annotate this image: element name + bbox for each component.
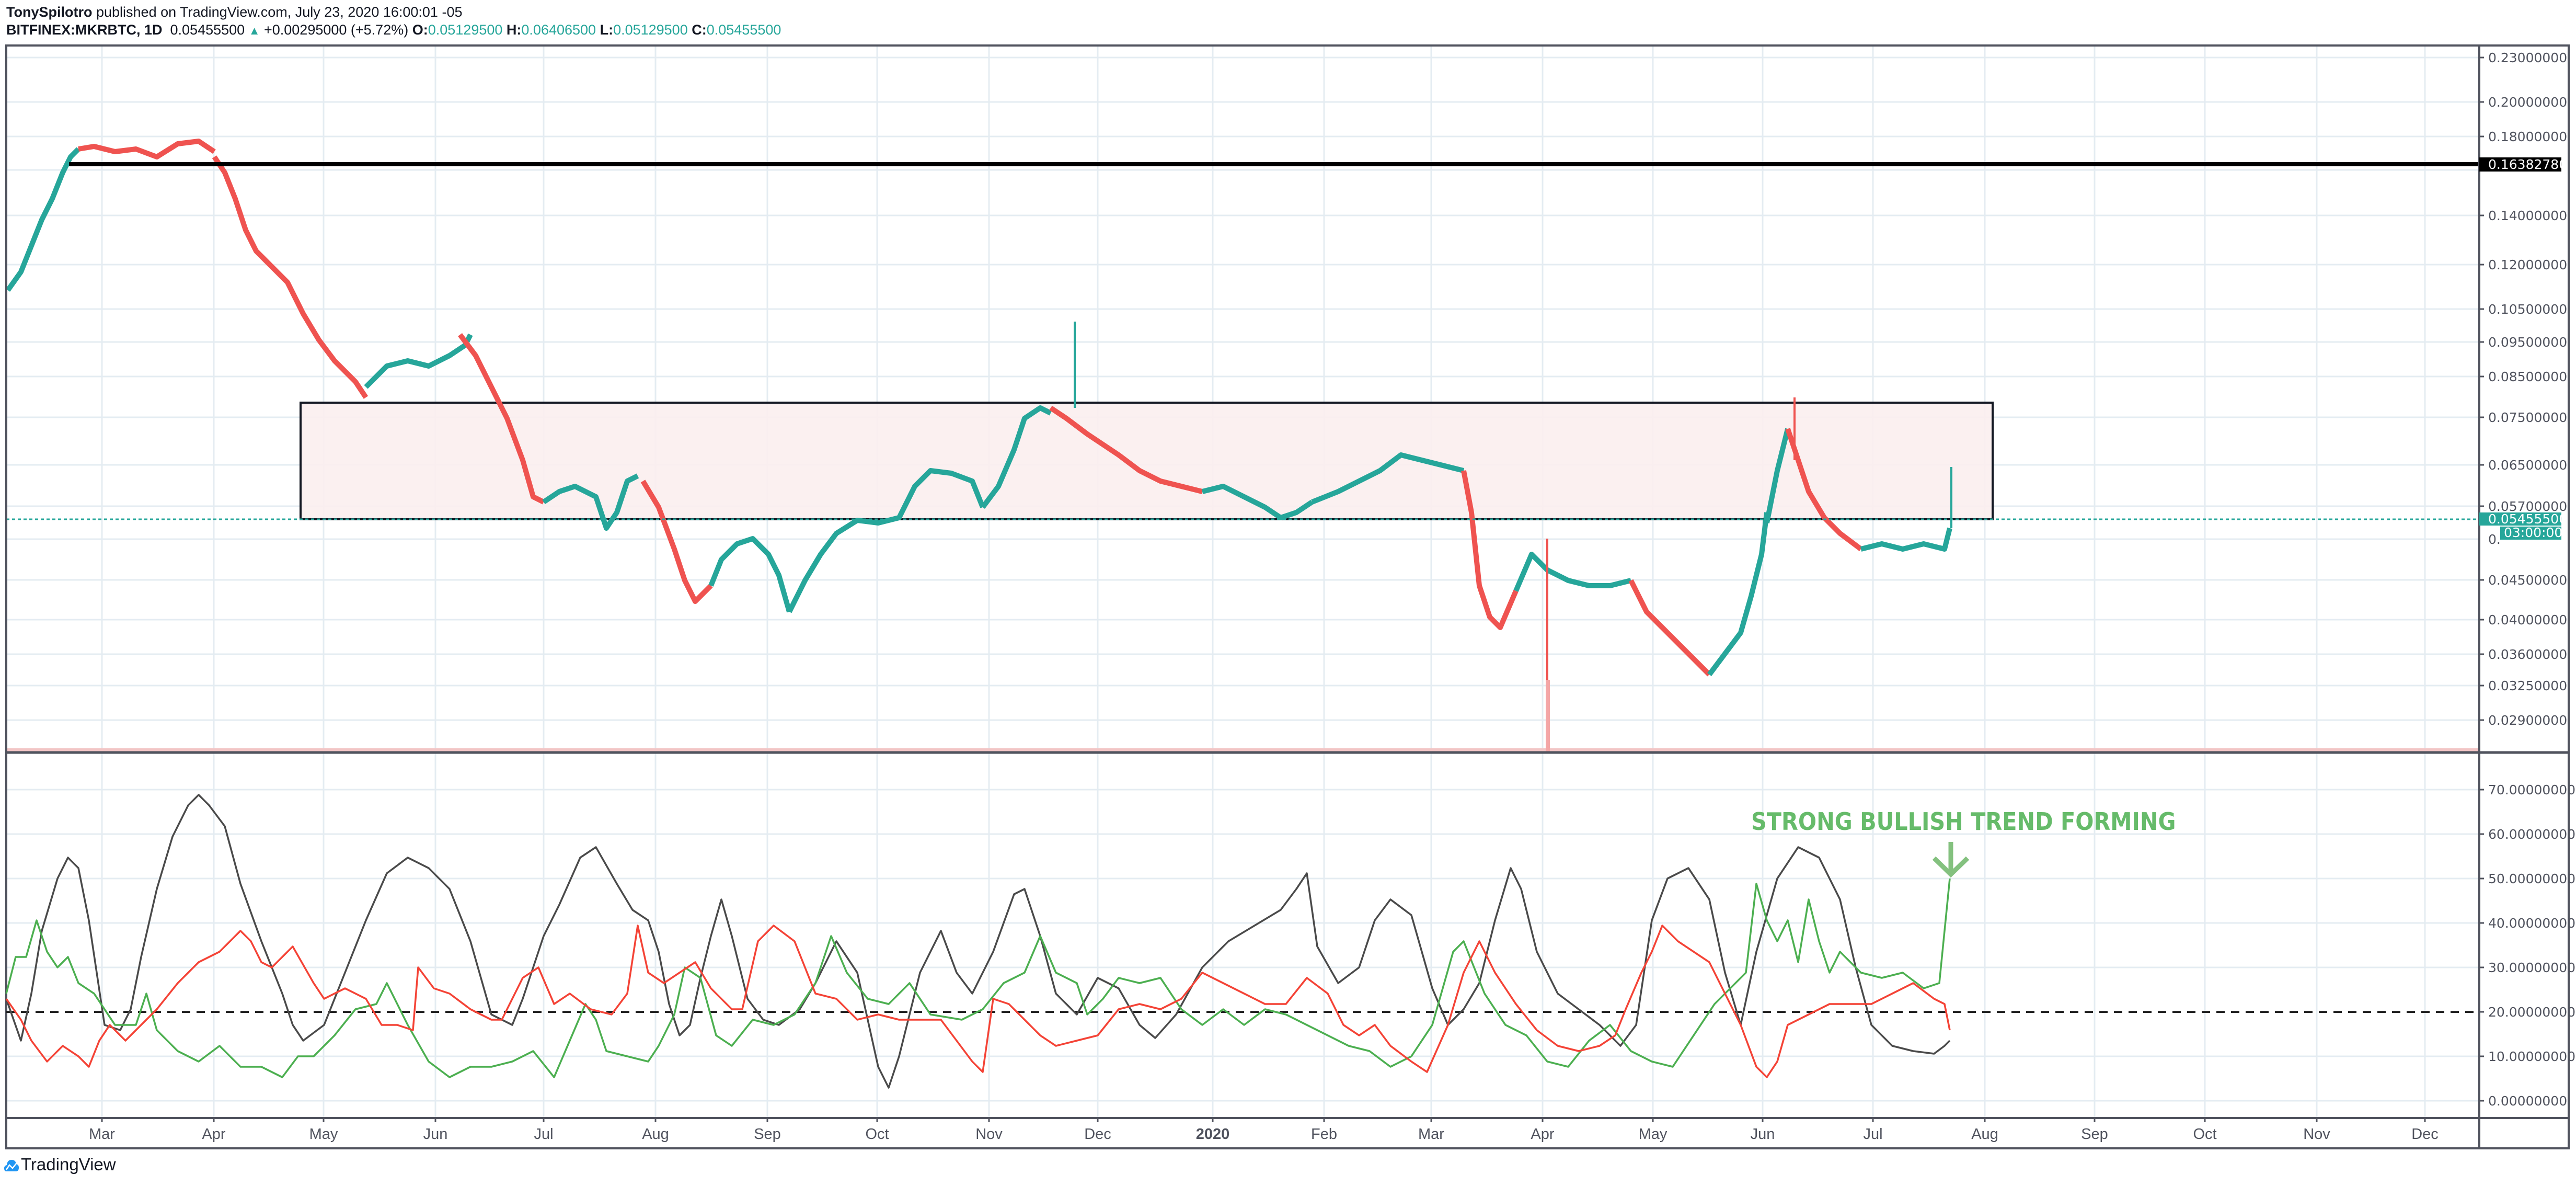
tradingview-logo[interactable]: TradingView xyxy=(4,1155,116,1174)
svg-text:0.00000000: 0.00000000 xyxy=(2488,1093,2567,1109)
svg-text:30.00000000: 30.00000000 xyxy=(2488,960,2575,975)
low-value: 0.05129500 xyxy=(613,22,688,38)
svg-text:Dec: Dec xyxy=(1084,1126,1111,1143)
svg-text:Feb: Feb xyxy=(1311,1126,1337,1143)
svg-text:2020: 2020 xyxy=(1196,1126,1230,1143)
indicator-axis-ticks xyxy=(2479,789,2484,1102)
bar-countdown-label: 03:00:00 xyxy=(2504,525,2562,540)
svg-text:Apr: Apr xyxy=(202,1126,225,1143)
author-name: TonySpilotro xyxy=(6,4,93,20)
svg-text:May: May xyxy=(1639,1126,1668,1143)
svg-text:Jul: Jul xyxy=(1863,1126,1882,1143)
svg-text:Dec: Dec xyxy=(2411,1126,2439,1143)
svg-text:0.12000000: 0.12000000 xyxy=(2488,257,2567,272)
svg-text:Nov: Nov xyxy=(2303,1126,2330,1143)
svg-text:Jul: Jul xyxy=(534,1126,553,1143)
svg-text:0.03600000: 0.03600000 xyxy=(2488,647,2567,662)
svg-text:0.20000000: 0.20000000 xyxy=(2488,95,2567,110)
published-text: published on TradingView.com, July 23, 2… xyxy=(92,4,463,20)
svg-text:0.05700000: 0.05700000 xyxy=(2488,499,2567,514)
annotation-arrow-icon[interactable] xyxy=(1932,842,1970,878)
price-change: +0.00295000 (+5.72%) xyxy=(263,22,409,38)
svg-text:Nov: Nov xyxy=(975,1126,1003,1143)
svg-text:Jun: Jun xyxy=(423,1126,448,1143)
chart-border xyxy=(5,44,2480,1119)
vertical-gridlines xyxy=(101,46,2426,1118)
time-axis[interactable] xyxy=(5,1117,2570,1149)
svg-text:0.04000000: 0.04000000 xyxy=(2488,612,2567,628)
svg-text:0.10500000: 0.10500000 xyxy=(2488,302,2567,317)
high-value: 0.06406500 xyxy=(521,22,596,38)
svg-text:20.00000000: 20.00000000 xyxy=(2488,1005,2575,1020)
svg-text:0.09500000: 0.09500000 xyxy=(2488,335,2567,350)
svg-text:Aug: Aug xyxy=(1971,1126,1998,1143)
indicator-gridlines xyxy=(6,789,2479,1102)
logo-text: TradingView xyxy=(21,1155,116,1174)
volume-bars xyxy=(6,680,2479,752)
svg-text:0.04500000: 0.04500000 xyxy=(2488,573,2567,588)
symbol-name: BITFINEX:MKRBTC, 1D xyxy=(6,22,163,38)
svg-text:Oct: Oct xyxy=(865,1126,889,1143)
svg-text:Mar: Mar xyxy=(89,1126,115,1143)
hline-price-tag xyxy=(2479,157,2561,172)
svg-text:Apr: Apr xyxy=(1531,1126,1554,1143)
last-price-tag xyxy=(2479,512,2561,526)
symbol-legend: BITFINEX:MKRBTC, 1D 0.05455500 ▲ +0.0029… xyxy=(6,21,781,40)
resistance-zone-rectangle[interactable] xyxy=(300,402,1994,520)
up-arrow-icon: ▲ xyxy=(248,24,260,37)
svg-text:Sep: Sep xyxy=(2081,1126,2108,1143)
svg-text:Oct: Oct xyxy=(2193,1126,2216,1143)
svg-text:Sep: Sep xyxy=(754,1126,781,1143)
last-price: 0.05455500 xyxy=(170,22,245,38)
price-candles xyxy=(5,139,1952,677)
adx-line xyxy=(5,794,1951,1089)
di-plus-line xyxy=(5,878,1951,1078)
low-label: L: xyxy=(600,22,614,38)
time-axis-ticks xyxy=(101,1118,2426,1122)
svg-text:0.03250000: 0.03250000 xyxy=(2488,678,2567,693)
svg-text:50.00000000: 50.00000000 xyxy=(2488,871,2575,886)
svg-text:0.08500000: 0.08500000 xyxy=(2488,369,2567,384)
close-label: C: xyxy=(692,22,707,38)
svg-text:0.02900000: 0.02900000 xyxy=(2488,713,2567,728)
svg-text:Jun: Jun xyxy=(1751,1126,1775,1143)
high-label: H: xyxy=(506,22,522,38)
svg-text:70.00000000: 70.00000000 xyxy=(2488,782,2575,797)
publish-info: TonySpilotro published on TradingView.co… xyxy=(6,3,462,21)
dmi-indicator xyxy=(5,794,1951,1089)
price-wicks xyxy=(1074,322,1952,752)
countdown-tag xyxy=(2500,527,2561,540)
time-axis-labels: Mar Apr May Jun Jul Aug Sep Oct Nov Dec … xyxy=(89,1126,2439,1143)
svg-text:0.06500000: 0.06500000 xyxy=(2488,458,2567,473)
tradingview-cloud-icon xyxy=(4,1160,19,1171)
svg-text:40.00000000: 40.00000000 xyxy=(2488,916,2575,931)
svg-text:0.18000000: 0.18000000 xyxy=(2488,129,2567,144)
close-value: 0.05455500 xyxy=(706,22,781,38)
di-minus-line xyxy=(5,925,1951,1078)
svg-text:0.07500000: 0.07500000 xyxy=(2488,410,2567,425)
svg-text:0.23000000: 0.23000000 xyxy=(2488,50,2567,65)
indicator-axis-labels: 70.00000000 60.00000000 50.00000000 40.0… xyxy=(2488,782,2575,1109)
svg-text:Aug: Aug xyxy=(642,1126,669,1143)
svg-text:0.: 0. xyxy=(2488,532,2501,547)
svg-text:May: May xyxy=(309,1126,338,1143)
svg-text:60.00000000: 60.00000000 xyxy=(2488,827,2575,842)
price-axis-ticks xyxy=(2479,56,2484,721)
svg-text:0.14000000: 0.14000000 xyxy=(2488,208,2567,223)
price-axis-labels: 0.23000000 0.20000000 0.18000000 0.14000… xyxy=(2488,50,2567,728)
annotation-text[interactable]: STRONG BULLISH TREND FORMING xyxy=(1751,807,2176,836)
hline-price-label: 0.16382780 xyxy=(2488,157,2567,172)
open-value: 0.05129500 xyxy=(428,22,503,38)
price-gridlines xyxy=(6,56,2479,721)
svg-text:10.00000000: 10.00000000 xyxy=(2488,1049,2575,1064)
open-label: O: xyxy=(412,22,428,38)
svg-text:Mar: Mar xyxy=(1418,1126,1444,1143)
last-price-label: 0.05455500 xyxy=(2488,511,2567,527)
